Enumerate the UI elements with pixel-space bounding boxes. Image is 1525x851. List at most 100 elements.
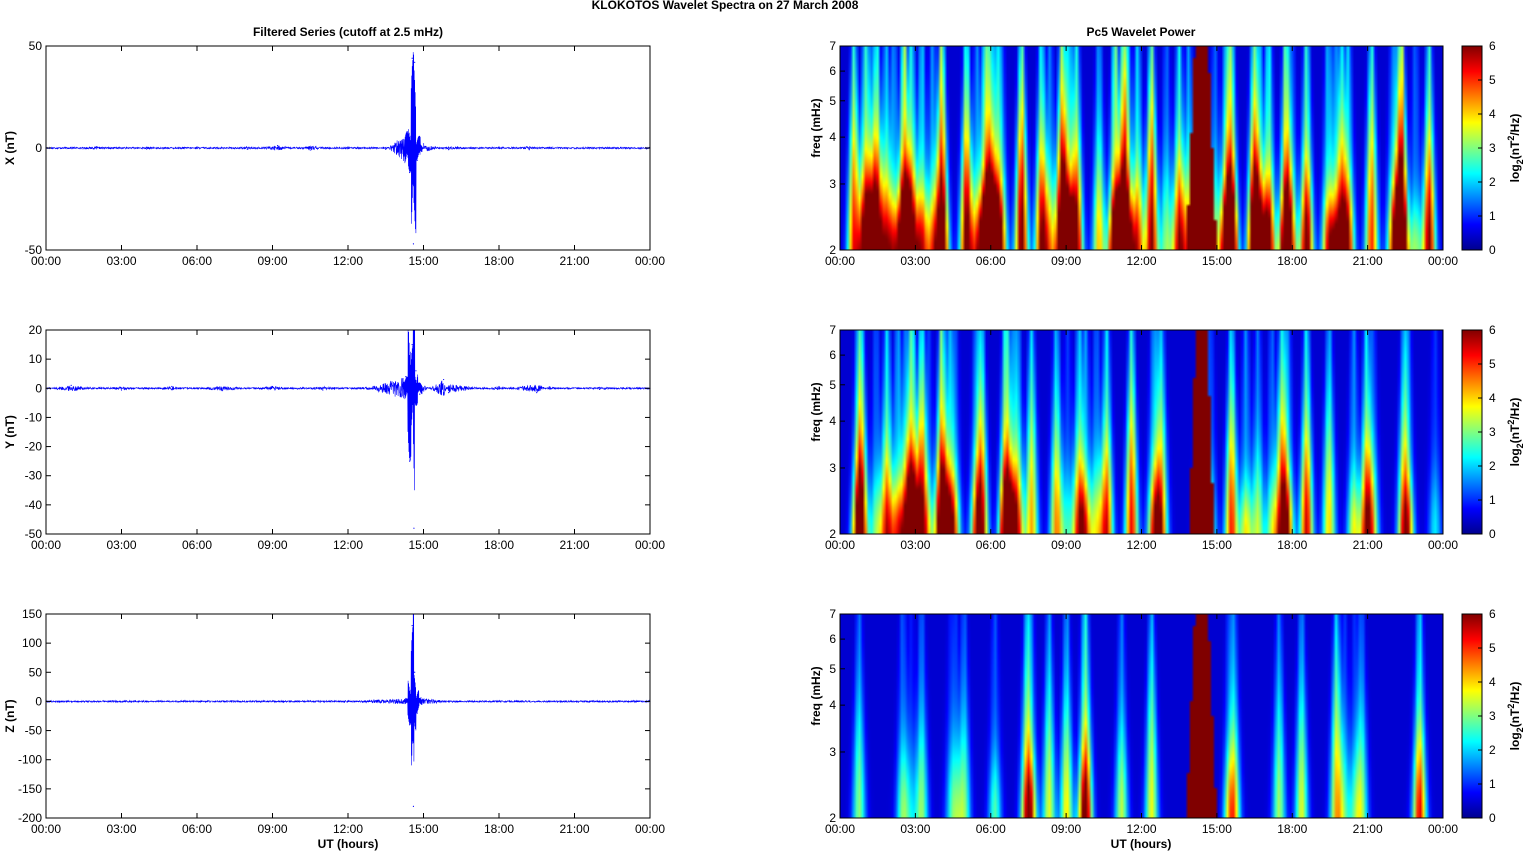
wavelet-xtick-label: 15:00 xyxy=(1202,538,1232,552)
series-point xyxy=(528,149,530,151)
wavelet-xtick-label: 09:00 xyxy=(1051,822,1081,836)
series-point xyxy=(271,385,274,388)
series-point xyxy=(405,376,407,378)
wavelet-power-image xyxy=(840,614,1443,818)
series-ytick-label: 0 xyxy=(35,141,42,155)
series-ytick-label: 0 xyxy=(35,694,42,708)
series-point xyxy=(409,171,411,174)
series-xtick-label: 18:00 xyxy=(484,538,514,552)
wavelet-ytick-label: 2 xyxy=(829,243,836,257)
series-point xyxy=(411,57,413,59)
series-ylabel-x: X (nT) xyxy=(3,131,17,165)
colorbar-tick-label: 6 xyxy=(1489,323,1496,337)
series-panel-y: -50 -40 -30 -20 -10 0 10 20 Y (nT) xyxy=(3,323,651,541)
series-xtick-label: 03:00 xyxy=(106,822,136,836)
wavelet-ytick-label: 4 xyxy=(829,130,836,144)
colorbar-tick-label: 1 xyxy=(1489,777,1496,791)
series-point xyxy=(415,370,417,372)
series-xtick-label: 00:00 xyxy=(31,538,61,552)
series-point xyxy=(548,146,550,148)
series-panel-z: -200 -150 -100 -50 0 50 100 150 Z (nT) xyxy=(3,607,651,825)
series-xtick-label: 00:00 xyxy=(31,254,61,268)
wavelet-xtick-label: 03:00 xyxy=(900,254,930,268)
series-point xyxy=(146,148,148,150)
wavelet-ytick-label: 2 xyxy=(829,527,836,541)
wavelet-xtick-label: 21:00 xyxy=(1353,254,1383,268)
series-ytick-label: -50 xyxy=(25,724,43,738)
series-point xyxy=(95,146,97,148)
wavelet-xtick-label: 18:00 xyxy=(1277,538,1307,552)
wavelet-xtick-label: 00:00 xyxy=(825,538,855,552)
colorbar-tick-label: 5 xyxy=(1489,73,1496,87)
series-point xyxy=(385,148,387,150)
series-point xyxy=(221,390,223,392)
wavelet-xtick-label: 09:00 xyxy=(1051,538,1081,552)
series-xtick-label: 09:00 xyxy=(257,538,287,552)
wavelet-ylabel-z: freq (mHz) xyxy=(809,666,823,725)
series-point xyxy=(448,392,450,394)
series-ytick-label: -200 xyxy=(18,811,42,825)
colorbar-tick-label: 0 xyxy=(1489,811,1496,825)
colorbar-label: log2(nT2/Hz) xyxy=(1506,114,1525,183)
wavelet-ytick-label: 7 xyxy=(829,323,836,337)
series-point xyxy=(409,724,411,726)
wavelet-xtick-label: 18:00 xyxy=(1277,254,1307,268)
wavelet-ytick-label: 4 xyxy=(829,698,836,712)
series-point xyxy=(419,393,421,395)
series-ytick-label: 50 xyxy=(29,665,43,679)
wavelet-ytick-label: 3 xyxy=(829,461,836,475)
series-point xyxy=(416,712,418,714)
series-point xyxy=(347,146,349,148)
series-ytick-label: -30 xyxy=(25,469,43,483)
series-xtick-label: 03:00 xyxy=(106,538,136,552)
wavelet-ytick-label: 2 xyxy=(829,811,836,825)
series-point xyxy=(422,143,425,145)
right-xaxis-label: UT (hours) xyxy=(1111,837,1172,851)
series-ytick-label: -10 xyxy=(25,410,43,424)
series-xtick-label: 12:00 xyxy=(333,538,363,552)
colorbar-tick-label: 5 xyxy=(1489,357,1496,371)
colorbar-tick-label: 4 xyxy=(1489,107,1496,121)
series-point xyxy=(412,805,415,807)
wavelet-xtick-label: 18:00 xyxy=(1277,822,1307,836)
series-xtick-label: 06:00 xyxy=(182,538,212,552)
colorbar-tick-label: 0 xyxy=(1489,527,1496,541)
series-ytick-label: -50 xyxy=(25,527,43,541)
series-point xyxy=(70,384,72,386)
colorbar-tick-label: 3 xyxy=(1489,425,1496,439)
series-point xyxy=(196,146,198,148)
wavelet-power-image xyxy=(840,330,1443,534)
series-ytick-label: -20 xyxy=(25,440,43,454)
colorbar-tick-label: 1 xyxy=(1489,493,1496,507)
series-ytick-label: -150 xyxy=(18,782,42,796)
series-xtick-label: 03:00 xyxy=(106,254,136,268)
series-point xyxy=(599,148,601,150)
series-panel-x: -50 0 50 X (nT) xyxy=(3,39,651,257)
wavelet-ytick-label: 5 xyxy=(829,94,836,108)
wavelet-xtick-label: 06:00 xyxy=(976,822,1006,836)
colorbar-tick-label: 5 xyxy=(1489,641,1496,655)
series-xtick-label: 09:00 xyxy=(257,254,287,268)
series-point xyxy=(372,385,374,388)
colorbar-tick-label: 2 xyxy=(1489,459,1496,473)
wavelet-ytick-label: 7 xyxy=(829,39,836,53)
colorbar-label: log2(nT2/Hz) xyxy=(1506,398,1525,467)
right-column-title: Pc5 Wavelet Power xyxy=(1087,25,1196,39)
series-point xyxy=(411,343,413,346)
wavelet-ylabel-x: freq (mHz) xyxy=(809,98,823,157)
wavelet-xtick-label: 03:00 xyxy=(900,538,930,552)
series-point xyxy=(409,460,411,462)
series-point xyxy=(498,146,500,148)
series-ytick-label: 0 xyxy=(35,381,42,395)
wavelet-xtick-label: 06:00 xyxy=(976,538,1006,552)
series-point xyxy=(246,701,248,703)
series-xtick-label: 12:00 xyxy=(333,822,363,836)
wavelet-xtick-label: 21:00 xyxy=(1353,822,1383,836)
wavelet-xtick-label: 00:00 xyxy=(1428,254,1458,268)
series-ytick-label: 10 xyxy=(29,352,43,366)
series-point xyxy=(120,389,123,391)
colorbar-tick-label: 0 xyxy=(1489,243,1496,257)
wavelet-power-image xyxy=(840,46,1443,250)
series-ytick-label: 50 xyxy=(29,39,43,53)
series-point xyxy=(406,131,408,133)
